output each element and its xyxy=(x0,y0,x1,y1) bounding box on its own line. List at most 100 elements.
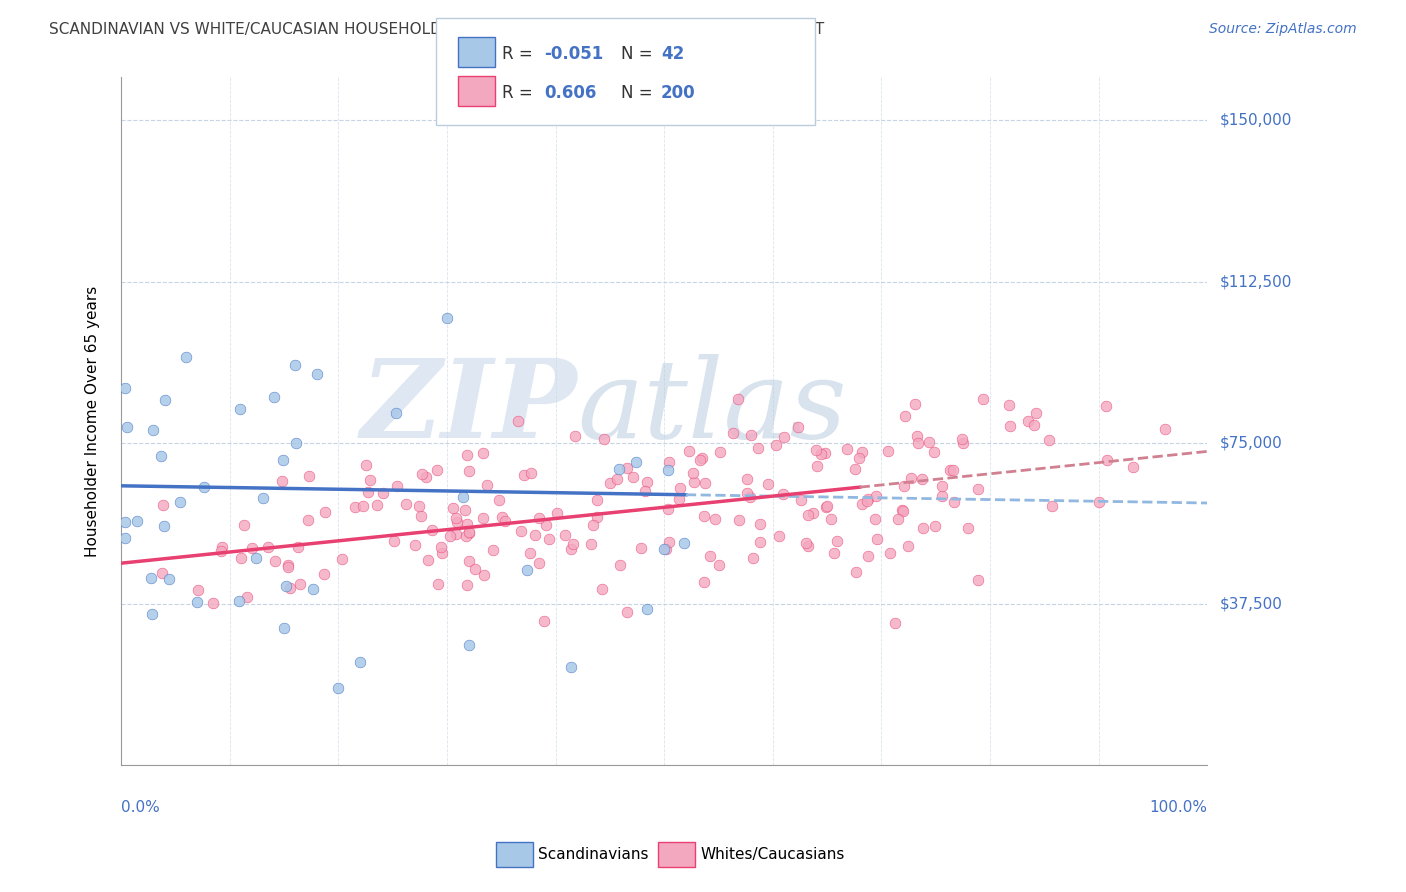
Point xyxy=(865,489,887,503)
Text: -0.051: -0.051 xyxy=(544,45,603,62)
Point xyxy=(472,567,495,582)
Point xyxy=(591,582,613,596)
Point xyxy=(523,528,546,542)
Point xyxy=(887,512,910,526)
Point xyxy=(157,572,180,586)
Point xyxy=(446,515,468,529)
Point xyxy=(657,502,679,516)
Point xyxy=(560,660,582,674)
Point xyxy=(579,537,602,551)
Point xyxy=(141,607,163,621)
Point xyxy=(633,483,655,498)
Point xyxy=(740,428,762,442)
Point xyxy=(727,513,749,527)
Point xyxy=(408,499,430,513)
Point xyxy=(554,528,576,542)
Point xyxy=(488,493,510,508)
Point xyxy=(404,538,426,552)
Point xyxy=(891,504,914,518)
Point xyxy=(169,495,191,509)
Point xyxy=(689,453,711,467)
Point xyxy=(257,540,280,554)
Point xyxy=(735,486,758,500)
Point xyxy=(924,519,946,533)
Point xyxy=(772,486,794,500)
Point xyxy=(305,367,328,381)
Point xyxy=(229,551,252,566)
Point xyxy=(271,474,294,488)
Point xyxy=(287,541,309,555)
Point xyxy=(894,409,917,423)
Point xyxy=(443,500,465,515)
Point xyxy=(773,430,796,444)
Point xyxy=(387,479,409,493)
Point xyxy=(787,420,810,434)
Point xyxy=(454,503,477,517)
Point xyxy=(690,450,713,465)
Point xyxy=(456,448,478,462)
Point xyxy=(756,477,779,491)
Point xyxy=(858,492,880,507)
Point xyxy=(328,681,350,695)
Point xyxy=(1017,414,1039,428)
Point xyxy=(209,544,232,558)
Text: $37,500: $37,500 xyxy=(1220,597,1284,612)
Point xyxy=(472,511,495,525)
Point xyxy=(845,565,868,579)
Point xyxy=(918,434,941,449)
Point xyxy=(765,438,787,452)
Point xyxy=(458,554,481,568)
Point xyxy=(472,446,495,460)
Point xyxy=(856,493,879,508)
Point xyxy=(851,445,873,459)
Text: 100.0%: 100.0% xyxy=(1149,799,1208,814)
Point xyxy=(371,485,394,500)
Point xyxy=(709,445,731,459)
Point xyxy=(593,432,616,446)
Point xyxy=(546,506,568,520)
Point xyxy=(245,551,267,566)
Point xyxy=(950,432,973,446)
Point xyxy=(858,549,880,563)
Point xyxy=(851,497,873,511)
Point xyxy=(942,463,965,477)
Point xyxy=(187,583,209,598)
Point xyxy=(456,529,478,543)
Point xyxy=(284,435,307,450)
Point xyxy=(1122,459,1144,474)
Point xyxy=(797,539,820,553)
Point xyxy=(630,541,652,555)
Point xyxy=(114,531,136,545)
Point xyxy=(411,467,433,481)
Point xyxy=(153,392,176,407)
Point xyxy=(277,560,299,574)
Point xyxy=(585,492,607,507)
Point xyxy=(911,472,934,486)
Point xyxy=(747,441,769,455)
Point xyxy=(952,436,974,450)
Point xyxy=(866,533,889,547)
Point xyxy=(416,552,439,566)
Point xyxy=(721,426,744,441)
Point xyxy=(972,392,994,406)
Point xyxy=(768,529,790,543)
Point xyxy=(284,359,307,373)
Point xyxy=(444,527,467,541)
Text: Scandinavians: Scandinavians xyxy=(538,847,650,862)
Point xyxy=(668,491,690,506)
Point xyxy=(740,490,762,504)
Point xyxy=(742,551,765,566)
Point xyxy=(186,595,208,609)
Point xyxy=(436,311,458,326)
Point xyxy=(607,462,630,476)
Point xyxy=(174,350,197,364)
Point xyxy=(150,566,173,581)
Point xyxy=(430,540,453,554)
Point xyxy=(582,517,605,532)
Point xyxy=(297,468,319,483)
Text: N =: N = xyxy=(621,84,658,102)
Point xyxy=(890,503,912,517)
Point xyxy=(1095,399,1118,413)
Point xyxy=(519,545,541,559)
Text: $112,500: $112,500 xyxy=(1220,274,1292,289)
